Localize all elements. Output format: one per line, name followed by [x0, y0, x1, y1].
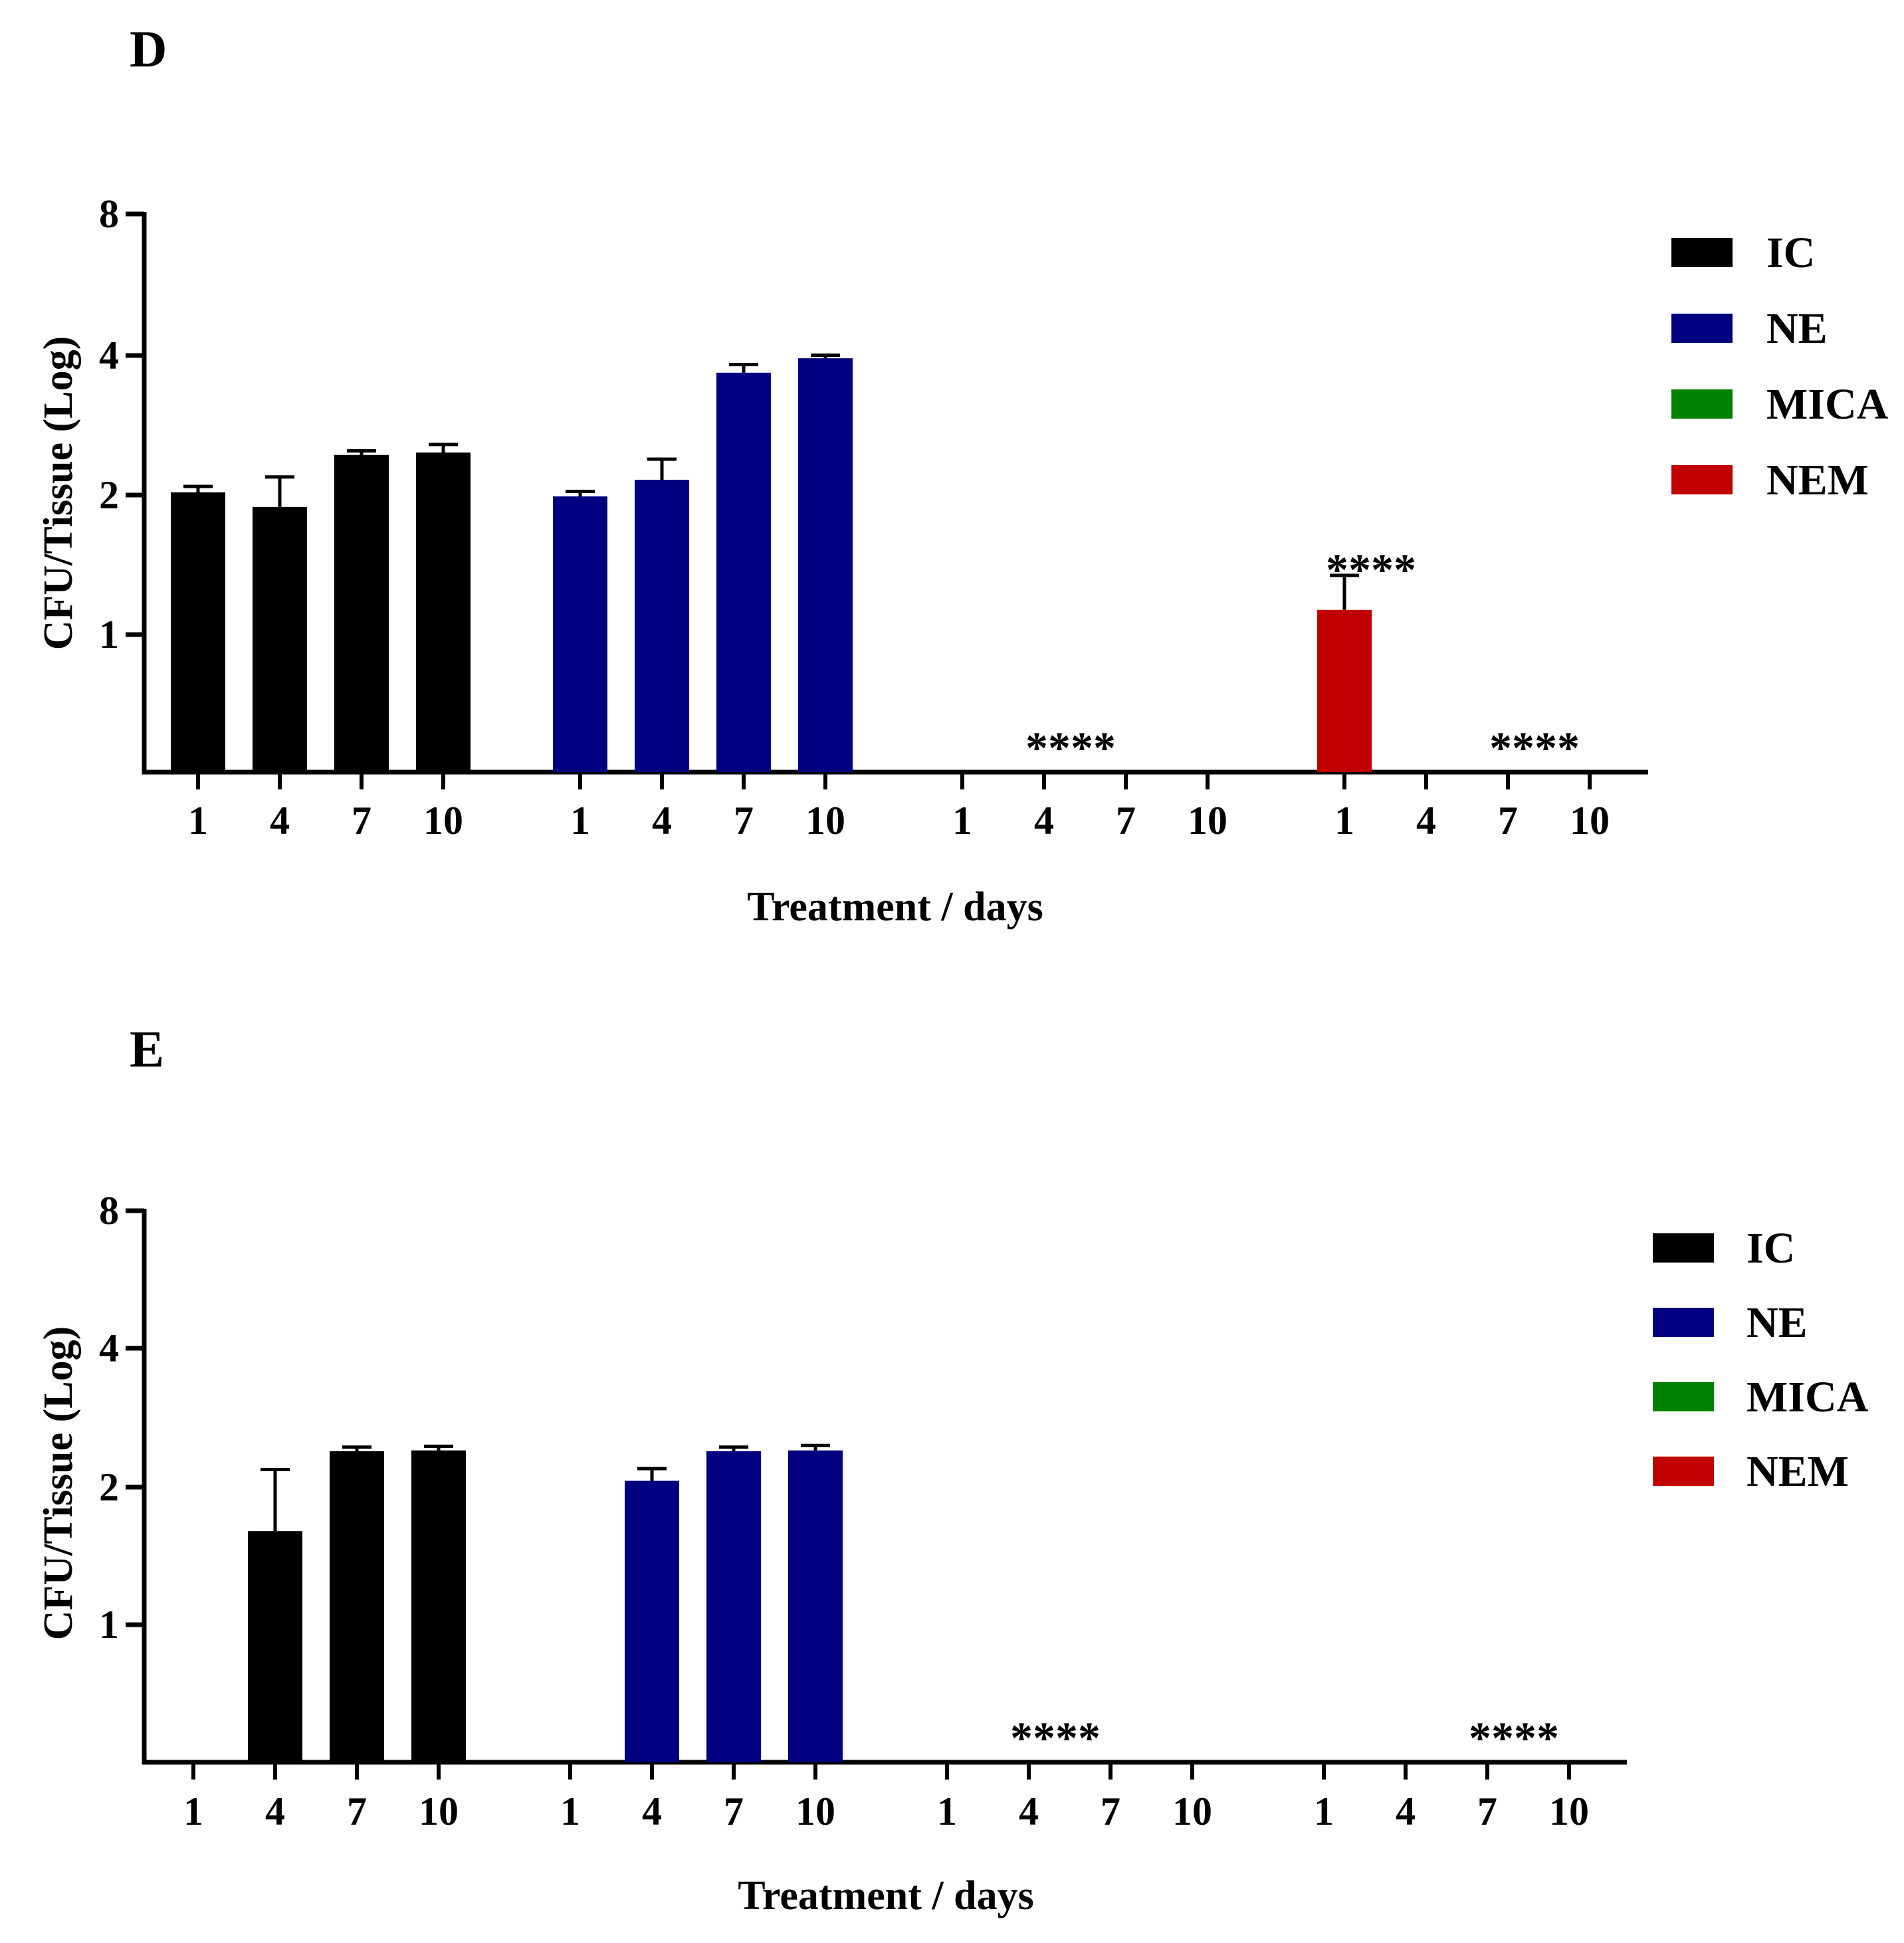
bar — [716, 372, 771, 772]
legend-swatch — [1653, 1457, 1714, 1486]
significance-annotation: **** — [1025, 722, 1116, 773]
bar — [416, 452, 471, 772]
x-tick-label: 1 — [937, 1790, 957, 1833]
x-tick-label: 10 — [1570, 799, 1610, 843]
x-tick-label: 7 — [1101, 1790, 1120, 1833]
x-tick-label: 1 — [570, 799, 590, 843]
legend-swatch — [1653, 1382, 1714, 1411]
x-tick-label: 7 — [734, 799, 754, 843]
x-tick-label: 1 — [188, 799, 208, 843]
significance-annotation: **** — [1010, 1712, 1101, 1763]
chart-panel-d: D CFU/Tissue (Log) Treatment / days 1 2 4 8 1 4 7… — [36, 20, 1889, 930]
x-tick-label: 4 — [265, 1790, 285, 1833]
x-tick-label: 10 — [795, 1790, 835, 1833]
legend-swatch — [1671, 238, 1733, 267]
x-tick-label: 1 — [952, 799, 972, 843]
significance-annotation: **** — [1326, 544, 1416, 595]
legend-swatch — [1653, 1233, 1714, 1263]
x-tick-label: 4 — [1019, 1790, 1039, 1833]
y-axis-label: CFU/Tissue (Log) — [36, 1326, 81, 1641]
bar — [1317, 609, 1372, 772]
bar — [171, 492, 225, 772]
x-tick-label: 4 — [652, 799, 672, 843]
legend-label: MICA — [1766, 380, 1889, 429]
y-tick-label: 1 — [99, 613, 119, 657]
legend-swatch — [1653, 1308, 1714, 1337]
bar — [253, 506, 307, 772]
bar — [553, 496, 607, 772]
legend-label: NE — [1766, 304, 1828, 353]
x-tick-label: 1 — [1314, 1790, 1334, 1833]
x-tick-label: 4 — [270, 799, 290, 843]
chart-panel-e: E CFU/Tissue (Log) Treatment / days 1 2 4 8 1 4 7… — [36, 1020, 1869, 1918]
bar — [334, 455, 389, 772]
y-tick-label: 2 — [99, 1465, 119, 1509]
x-tick-label: 1 — [560, 1790, 580, 1833]
x-tick-label: 4 — [1034, 799, 1054, 843]
bar — [798, 358, 853, 772]
legend-label: NEM — [1766, 456, 1869, 504]
bar — [330, 1451, 384, 1762]
bar — [248, 1531, 302, 1762]
legend-label: IC — [1766, 229, 1815, 277]
legend-swatch — [1671, 314, 1733, 343]
legend-label: NEM — [1746, 1447, 1849, 1496]
x-tick-label: 4 — [1416, 799, 1436, 843]
x-tick-label: 1 — [183, 1790, 203, 1833]
y-axis-label: CFU/Tissue (Log) — [36, 336, 81, 651]
legend-swatch — [1671, 465, 1733, 494]
y-tick-label: 2 — [99, 473, 119, 517]
panel-label: D — [130, 20, 167, 78]
x-axis-label: Treatment / days — [747, 884, 1043, 930]
x-tick-label: 10 — [419, 1790, 459, 1833]
x-tick-label: 7 — [1498, 799, 1518, 843]
x-tick-label: 7 — [1116, 799, 1136, 843]
x-tick-label: 10 — [1172, 1790, 1212, 1833]
legend: IC NE MICA NEM — [1653, 1224, 1869, 1496]
x-tick-label: 10 — [1549, 1790, 1589, 1833]
y-tick-label: 8 — [99, 1189, 119, 1233]
y-tick-label: 4 — [99, 334, 119, 377]
x-tick-label: 4 — [1396, 1790, 1416, 1833]
panel-label: E — [130, 1020, 164, 1078]
x-tick-label: 7 — [1477, 1790, 1497, 1833]
x-axis-label: Treatment / days — [738, 1873, 1033, 1918]
x-tick-label: 4 — [642, 1790, 662, 1833]
x-tick-label: 10 — [805, 799, 845, 843]
legend-label: NE — [1746, 1298, 1808, 1347]
significance-annotation: **** — [1489, 722, 1580, 773]
significance-annotation: **** — [1469, 1712, 1559, 1763]
x-tick-label: 1 — [1334, 799, 1354, 843]
bar — [625, 1481, 679, 1762]
x-tick-label: 7 — [347, 1790, 367, 1833]
y-tick-label: 8 — [99, 192, 119, 236]
x-tick-label: 7 — [352, 799, 371, 843]
legend-label: MICA — [1746, 1373, 1869, 1421]
legend: IC NE MICA NEM — [1671, 229, 1889, 504]
bar — [788, 1450, 843, 1762]
x-tick-label: 7 — [724, 1790, 744, 1833]
bar — [706, 1451, 761, 1762]
legend-swatch — [1671, 389, 1733, 419]
y-tick-label: 1 — [99, 1603, 119, 1647]
bar — [411, 1450, 466, 1762]
x-tick-label: 10 — [1188, 799, 1227, 843]
x-tick-label: 10 — [423, 799, 463, 843]
y-tick-label: 4 — [99, 1326, 119, 1370]
bar — [635, 479, 689, 772]
legend-label: IC — [1746, 1224, 1795, 1273]
